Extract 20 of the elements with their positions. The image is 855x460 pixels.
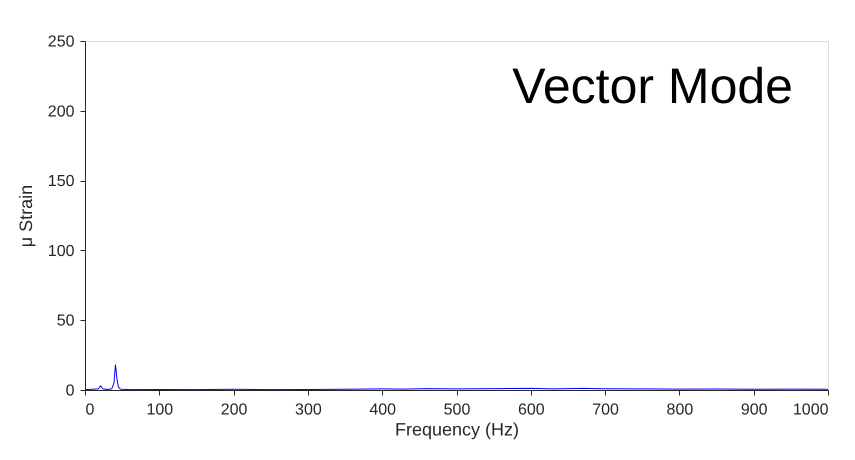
x-tick-label: 100 xyxy=(146,402,174,418)
x-axis-title: Frequency (Hz) xyxy=(394,420,520,440)
x-tick-label: 600 xyxy=(518,402,545,418)
x-tick-label: 700 xyxy=(592,402,620,418)
y-tick-label: 100 xyxy=(48,242,75,260)
x-tick-label: 1000 xyxy=(792,402,829,418)
x-tick-label: 300 xyxy=(295,402,322,418)
y-tick-label: 50 xyxy=(56,312,75,330)
x-tick-label: 500 xyxy=(444,402,470,418)
y-tick-label: 150 xyxy=(48,173,75,190)
y-tick-label: 250 xyxy=(48,34,75,50)
y-tick-label: 0 xyxy=(66,382,75,400)
y-tick-label: 200 xyxy=(48,103,75,120)
annotation: Vector Mode xyxy=(512,58,793,114)
x-tick-label: 400 xyxy=(369,402,396,418)
x-tick-label: 200 xyxy=(220,402,248,418)
y-axis-title: μ Strain xyxy=(16,184,36,248)
x-tick-label: 900 xyxy=(740,402,768,418)
x-tick-label: 0 xyxy=(86,402,94,418)
x-tick-label: 800 xyxy=(666,402,694,418)
